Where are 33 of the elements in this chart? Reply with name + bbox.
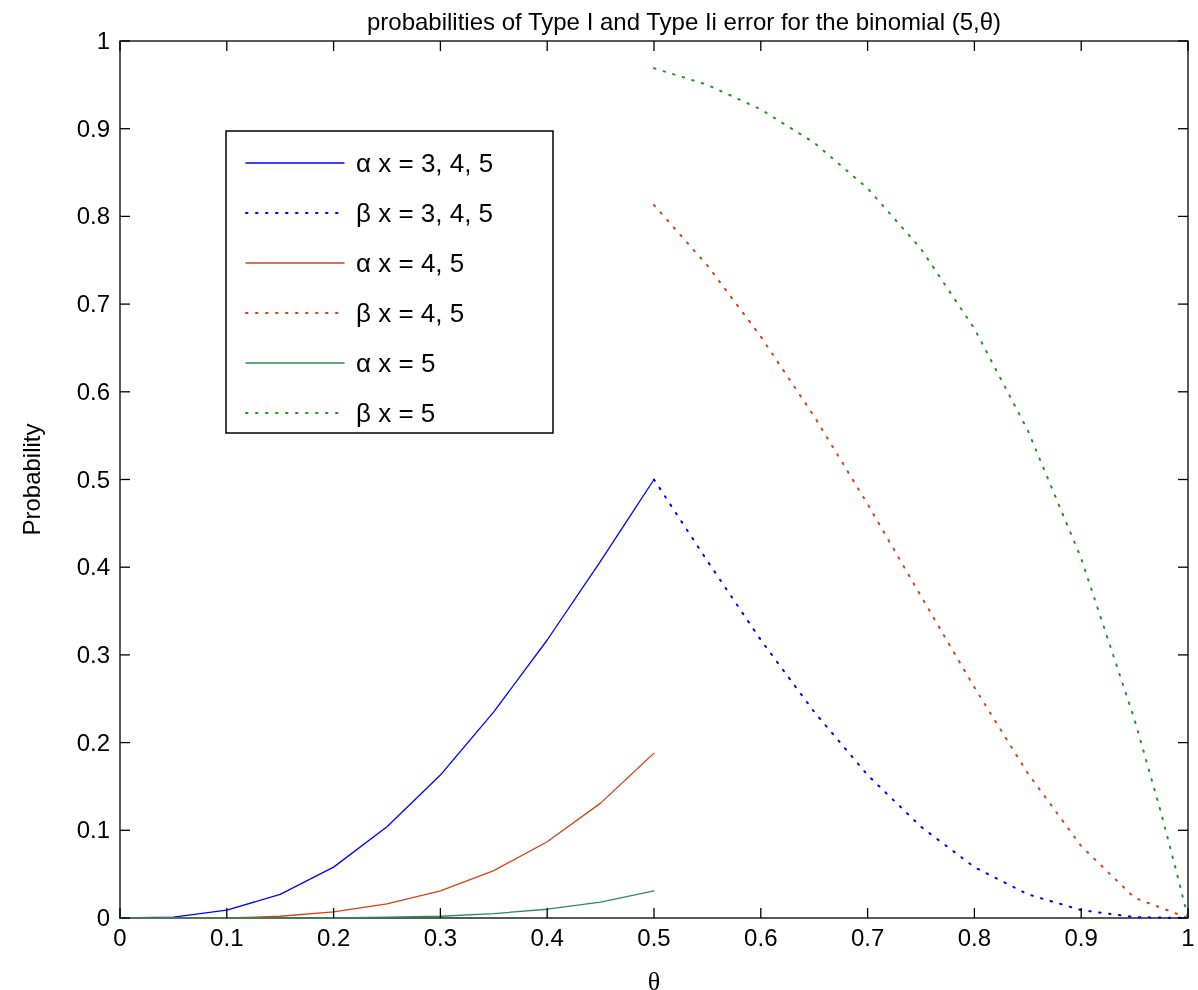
- y-axis-title: Probability: [18, 423, 45, 536]
- x-tick-label: 0.2: [316, 924, 351, 951]
- x-tick-label: 0.9: [1064, 924, 1098, 951]
- x-tick-label: 0.8: [957, 924, 992, 951]
- line-series: [653, 204, 1189, 919]
- y-tick-label: 0.3: [76, 640, 110, 668]
- x-tick-label: 1: [1181, 924, 1195, 951]
- y-tick-label: 0.8: [76, 202, 110, 230]
- x-axis-title: θ: [647, 967, 661, 990]
- x-tick-label: 0.7: [850, 924, 885, 951]
- y-tick-label: 0: [96, 904, 110, 931]
- x-tick-label: 0.4: [530, 924, 564, 951]
- legend-label: α x = 3, 4, 5: [356, 148, 494, 178]
- chart-title: probabilities of Type I and Type Ii error for the binomial (5,θ): [366, 8, 1002, 35]
- x-tick-label: 0.5: [637, 924, 671, 951]
- legend-label: β x = 3, 4, 5: [356, 198, 494, 228]
- x-tick-label: 0: [113, 924, 127, 951]
- legend-label: β x = 5: [356, 398, 436, 428]
- y-tick-label: 0.9: [76, 114, 110, 142]
- legend-label: β x = 4, 5: [356, 298, 465, 328]
- legend-label: α x = 5: [356, 348, 436, 378]
- x-tick-label: 0.3: [423, 924, 458, 951]
- x-tick-label: 0.6: [744, 924, 778, 951]
- y-tick-label: 0.4: [76, 553, 110, 581]
- y-tick-label: 0.1: [76, 816, 110, 844]
- y-tick-label: 1: [96, 27, 110, 54]
- y-tick-label: 0.7: [76, 290, 110, 318]
- y-tick-label: 0.6: [76, 377, 110, 405]
- x-tick-label: 0.1: [210, 924, 244, 951]
- line-series: [653, 67, 1189, 919]
- y-tick-label: 0.2: [76, 728, 110, 756]
- y-tick-label: 0.5: [76, 465, 110, 493]
- legend-label: α x = 4, 5: [356, 248, 465, 278]
